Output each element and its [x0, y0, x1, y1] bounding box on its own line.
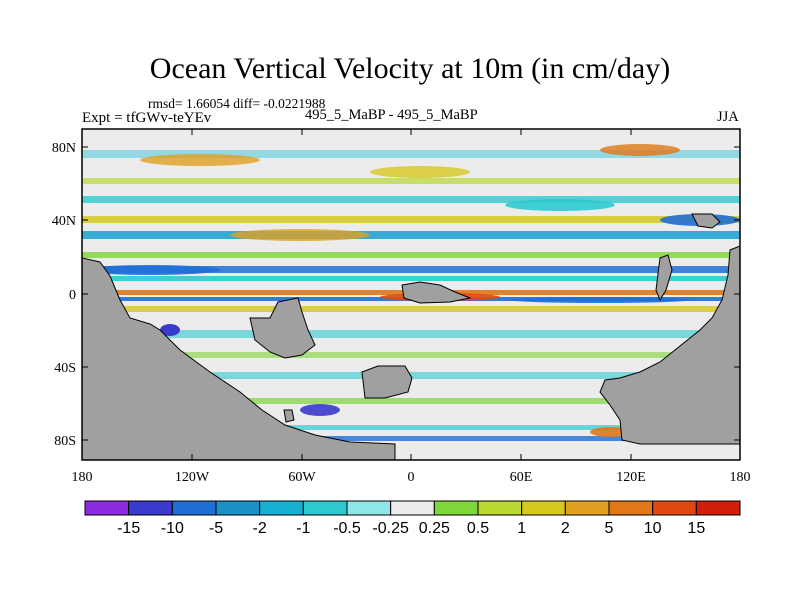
colorbar-label: -0.5 [333, 520, 361, 537]
colorbar-label: -1 [296, 520, 310, 537]
land-masses [82, 213, 740, 460]
colorbar-label: 1 [517, 520, 526, 537]
colorbar-swatch [215, 500, 261, 516]
lon-label: 120W [175, 470, 210, 485]
colorbar-swatch [564, 500, 610, 516]
colorbar-swatch [346, 500, 392, 516]
lon-label: 180 [730, 470, 751, 485]
colorbar-swatch [433, 500, 479, 516]
land-northern-island [691, 213, 721, 229]
colorbar-swatch [259, 500, 304, 516]
land-western-island [655, 254, 673, 302]
lon-label: 180 [72, 470, 93, 485]
land-small-south-island [283, 409, 295, 423]
season-label: JJA [717, 109, 739, 125]
colorbar-label: -15 [117, 520, 140, 537]
lon-label: 0 [408, 470, 415, 485]
colorbar: -15 -10 -5 -2 -1 -0.5 -0.25 0.25 0.5 1 2 5 10 15 [84, 500, 741, 537]
colorbar-swatch [128, 500, 173, 516]
colorbar-swatch [302, 500, 348, 516]
comparison-label: 495_5_MaBP - 495_5_MaBP [305, 107, 478, 123]
chart-title: Ocean Vertical Velocity at 10m (in cm/da… [149, 52, 671, 85]
colorbar-swatch [521, 500, 566, 516]
colorbar-label: 0.25 [419, 520, 450, 537]
experiment-label: Expt = tfGWv-teYEv [82, 110, 212, 126]
colorbar-swatch [652, 500, 697, 516]
map-panel [82, 129, 740, 460]
colorbar-label: -2 [253, 520, 267, 537]
lon-label: 60W [288, 470, 316, 485]
lat-label: 80S [54, 434, 76, 449]
lat-label: 40N [52, 214, 76, 229]
colorbar-label: 10 [644, 520, 662, 537]
colorbar-swatch [171, 500, 217, 516]
rmsd-diff-stats: rmsd= 1.66054 diff= -0.0221988 [148, 96, 326, 111]
colorbar-label: -0.25 [372, 520, 409, 537]
colorbar-label: 15 [687, 520, 705, 537]
colorbar-swatch [695, 500, 741, 516]
colorbar-swatch [84, 500, 130, 516]
lat-label: 40S [54, 361, 76, 376]
colorbar-label: 5 [605, 520, 614, 537]
land-africa-shape [249, 297, 316, 359]
land-south-america-west [82, 257, 396, 460]
longitude-axis: 180 120W 60W 0 60E 120E 180 [72, 129, 751, 485]
latitude-axis: 80N 40N 0 40S 80S [52, 141, 740, 449]
colorbar-label: -5 [209, 520, 223, 537]
lat-label: 0 [69, 288, 76, 303]
colorbar-swatch [390, 500, 435, 516]
lon-label: 60E [510, 470, 533, 485]
colorbar-swatch [477, 500, 523, 516]
colorbar-label: 0.5 [467, 520, 489, 537]
land-equatorial-island [401, 281, 472, 304]
lat-label: 80N [52, 141, 76, 156]
colorbar-swatch [608, 500, 654, 516]
colorbar-label: -10 [161, 520, 184, 537]
land-australia-east [599, 245, 740, 445]
velocity-field [82, 144, 740, 441]
land-antarctic-island [361, 365, 413, 399]
colorbar-label: 2 [561, 520, 570, 537]
lon-label: 120E [616, 470, 646, 485]
